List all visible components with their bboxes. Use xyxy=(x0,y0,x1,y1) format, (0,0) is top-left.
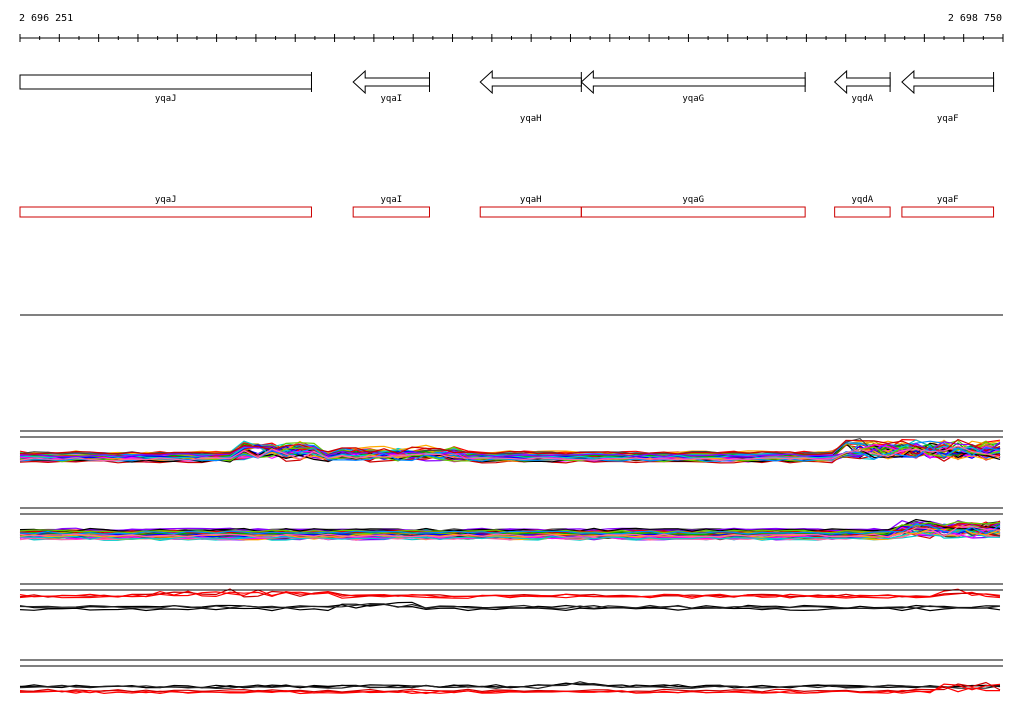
gene-label-bottom-yqaH: yqaH xyxy=(519,195,542,205)
gene-label-bottom-yqaF: yqaF xyxy=(936,195,959,205)
gene-arrow-yqaG[interactable] xyxy=(580,69,806,95)
expression-line xyxy=(19,438,1001,455)
expression-line xyxy=(19,525,1001,538)
end-coordinate: 2 698 750 xyxy=(947,13,1002,24)
gene-arrow-yqdA[interactable] xyxy=(833,69,891,95)
expression-line xyxy=(19,520,1001,532)
gene-arrow-yqaF[interactable] xyxy=(901,69,995,95)
gene-label-top-yqaF: yqaF xyxy=(936,114,959,124)
expression-line xyxy=(19,520,1001,534)
gene-label-bottom-yqaI: yqaI xyxy=(380,195,403,205)
gene-label-top-yqaH: yqaH xyxy=(519,114,542,124)
gene-label-top-yqaG: yqaG xyxy=(682,94,705,104)
start-coordinate: 2 696 251 xyxy=(19,13,74,24)
expression-line xyxy=(19,445,1001,462)
expression-line xyxy=(19,602,1001,610)
expression-line xyxy=(19,603,1001,612)
gene-box-track xyxy=(19,206,995,218)
gene-label-top-yqaJ: yqaJ xyxy=(154,94,177,104)
expression-line xyxy=(19,528,1001,540)
expression-line xyxy=(19,518,1001,532)
expression-tracks xyxy=(19,430,1003,695)
expression-line xyxy=(19,441,1001,458)
gene-arrow-yqaJ[interactable] xyxy=(19,74,312,90)
position-ruler xyxy=(19,34,1004,42)
gene-box-yqdA[interactable] xyxy=(834,206,891,218)
gene-arrow-yqaI[interactable] xyxy=(352,69,430,95)
expression-line xyxy=(19,523,1001,535)
gene-box-yqaI[interactable] xyxy=(352,206,430,218)
gene-arrow-track xyxy=(19,69,995,95)
expression-line xyxy=(19,681,1001,693)
gene-label-top-yqdA: yqdA xyxy=(851,94,874,104)
gene-box-yqaF[interactable] xyxy=(901,206,995,218)
gene-label-bottom-yqdA: yqdA xyxy=(851,195,874,205)
expression-line xyxy=(19,686,1000,695)
gene-label-top-yqaI: yqaI xyxy=(380,94,403,104)
gene-arrow-yqaH[interactable] xyxy=(479,69,582,95)
gene-box-yqaJ[interactable] xyxy=(19,206,312,218)
gene-box-yqaG[interactable] xyxy=(580,206,806,218)
expression-line xyxy=(19,681,1001,690)
gene-label-bottom-yqaJ: yqaJ xyxy=(154,195,177,205)
gene-box-yqaH[interactable] xyxy=(479,206,582,218)
gene-label-bottom-yqaG: yqaG xyxy=(682,195,705,205)
expression-line xyxy=(19,588,1001,598)
